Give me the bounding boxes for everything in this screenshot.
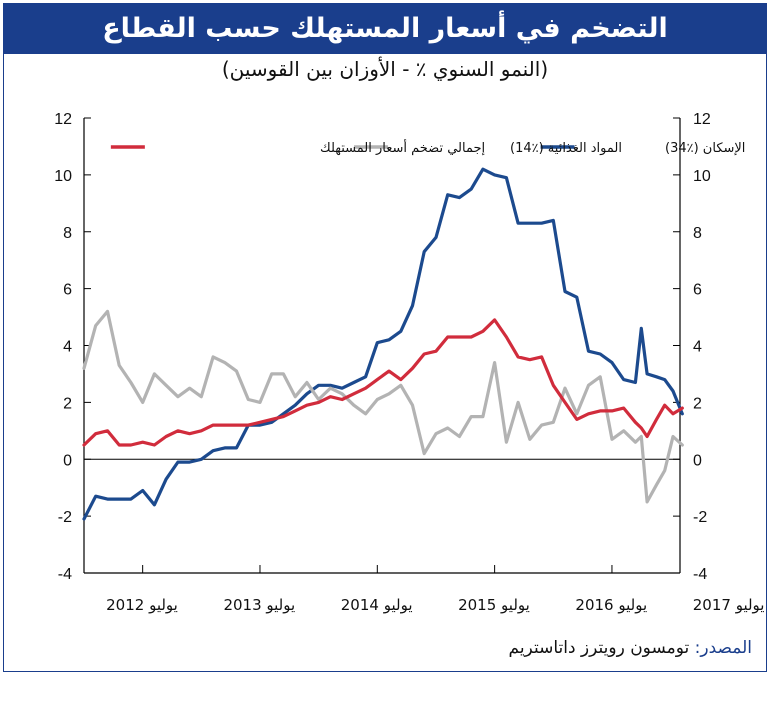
y-tick-label-right: 2 (693, 395, 702, 412)
y-tick-label-right: -4 (693, 566, 707, 583)
y-tick-label-right: 4 (693, 339, 702, 356)
chart-title: التضخم في أسعار المستهلك حسب القطاع (4, 4, 766, 54)
y-tick-label-right: 8 (693, 225, 702, 242)
y-tick-label-left: 12 (54, 111, 72, 128)
y-tick-label-left: 4 (63, 339, 72, 356)
source-text: تومسون رويترز داتاستريم (508, 638, 690, 658)
y-tick-label-left: -2 (58, 509, 72, 526)
y-tick-label-left: 8 (63, 225, 72, 242)
y-tick-label-left: 2 (63, 395, 72, 412)
x-tick-label: يوليو 2016 (575, 596, 647, 614)
y-tick-label-left: 0 (63, 452, 72, 469)
legend-label-housing: الإسكان (٪34) (665, 141, 745, 156)
x-tick-label: يوليو 2015 (458, 596, 530, 614)
y-tick-label-right: 12 (693, 111, 711, 128)
y-tick-label-right: -2 (693, 509, 707, 526)
series-line-food (82, 309, 684, 504)
chart-subtitle: (النمو السنوي ٪ - الأوزان بين القوسين) (221, 57, 549, 81)
y-tick-label-right: 0 (693, 452, 702, 469)
x-tick-label: يوليو 2014 (341, 596, 413, 614)
y-tick-label-right: 10 (693, 168, 711, 185)
series-line-cpi (82, 318, 684, 447)
x-tick-label: يوليو 2012 (106, 596, 178, 614)
x-tick-label: يوليو 2013 (223, 596, 295, 614)
x-tick-label: يوليو 2017 (693, 596, 765, 614)
source-label: المصدر: (694, 638, 752, 658)
series-line-housing (82, 167, 684, 521)
legend-label-cpi: إجمالي تضخم أسعار المستهلك (320, 139, 485, 156)
source-note: المصدر: تومسون رويترز داتاستريم (509, 638, 752, 658)
legend-label-food: المواد الغذائية (٪14) (510, 141, 622, 156)
y-tick-label-left: -4 (58, 566, 72, 583)
y-tick-label-right: 6 (693, 282, 702, 299)
y-tick-label-left: 6 (63, 282, 72, 299)
y-tick-label-left: 10 (54, 168, 72, 185)
